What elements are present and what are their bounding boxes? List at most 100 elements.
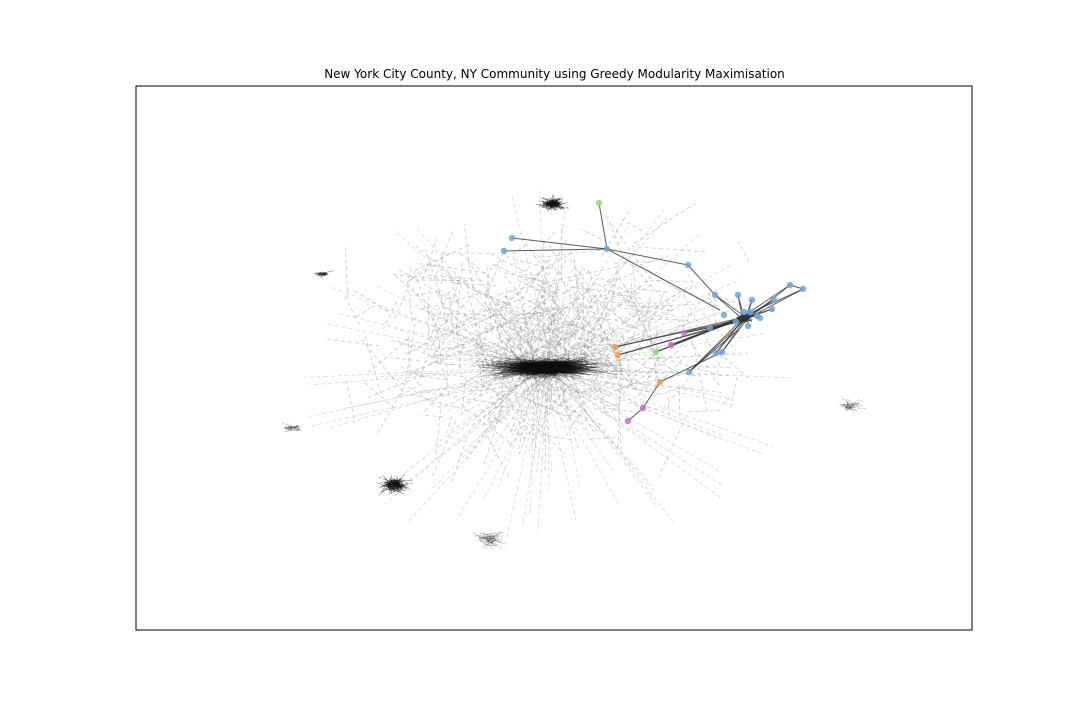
- main-cluster-edge: [500, 369, 551, 377]
- main-cluster-edge: [537, 363, 558, 371]
- background-edge: [423, 387, 447, 413]
- main-cluster-edge: [549, 362, 558, 371]
- background-edge: [539, 318, 596, 359]
- background-edge: [523, 326, 534, 360]
- main-cluster-edge: [503, 368, 533, 375]
- main-cluster-edge: [519, 359, 575, 369]
- background-edge: [647, 320, 660, 390]
- main-cluster-edge: [484, 359, 529, 369]
- main-cluster-edge: [520, 367, 561, 369]
- background-edge: [638, 288, 667, 347]
- main-cluster-edge: [523, 366, 574, 373]
- background-edge: [568, 325, 630, 348]
- main-cluster-edge: [490, 366, 556, 380]
- background-edge: [346, 380, 356, 423]
- main-cluster-edge: [554, 371, 575, 375]
- background-edge: [497, 323, 562, 348]
- background-edge: [531, 294, 578, 346]
- background-edge: [546, 304, 558, 370]
- background-edge: [606, 355, 625, 394]
- main-cluster-edge: [526, 365, 565, 380]
- background-edge: [376, 285, 544, 370]
- main-cluster-edge: [526, 362, 564, 374]
- background-edge: [489, 269, 545, 319]
- main-cluster-edge: [486, 364, 539, 371]
- background-edge: [356, 306, 372, 318]
- main-cluster-edge: [521, 361, 542, 372]
- background-edge: [466, 393, 483, 406]
- main-cluster-edge: [522, 361, 538, 370]
- background-edge: [632, 262, 638, 316]
- main-cluster-edge: [559, 367, 575, 371]
- south-cluster-edge: [488, 532, 494, 536]
- main-cluster-edge: [548, 367, 562, 384]
- main-cluster-edge: [518, 366, 548, 370]
- background-edge: [309, 363, 552, 417]
- background-edge: [548, 368, 722, 436]
- background-edge: [541, 368, 723, 486]
- background-edge: [641, 303, 700, 308]
- main-cluster-edge: [526, 364, 573, 369]
- background-edge: [387, 373, 442, 409]
- background-edge: [609, 272, 635, 283]
- main-cluster-edge: [501, 367, 556, 370]
- south-cluster-edge: [488, 538, 494, 546]
- main-cluster-edge: [521, 369, 594, 371]
- main-cluster-edge: [583, 357, 586, 363]
- background-edge: [466, 399, 509, 460]
- background-edge: [503, 275, 524, 298]
- plot-frame: [135, 85, 973, 631]
- main-cluster-edge: [545, 370, 551, 376]
- main-cluster-edge: [544, 366, 579, 370]
- main-cluster-edge: [530, 363, 567, 373]
- main-cluster-edge: [544, 362, 577, 379]
- background-edge: [594, 282, 633, 303]
- main-cluster-edge: [548, 367, 565, 372]
- south-cluster-edge: [472, 532, 490, 543]
- background-edge: [506, 427, 528, 448]
- community-node-blue: [711, 291, 719, 299]
- main-cluster-edge: [528, 367, 557, 373]
- main-cluster-edge: [528, 369, 542, 376]
- background-edge: [605, 212, 628, 265]
- background-edge: [619, 304, 664, 310]
- far-west-cluster-edge: [289, 426, 297, 430]
- main-cluster-edge: [510, 364, 531, 369]
- community-node-purple: [624, 417, 632, 425]
- main-cluster-edge: [525, 367, 541, 372]
- background-edge: [632, 318, 696, 356]
- main-cluster-edge: [532, 360, 574, 367]
- background-edge: [469, 323, 489, 354]
- east-cluster-edge: [845, 404, 850, 407]
- main-cluster-edge: [513, 366, 555, 370]
- main-cluster-edge: [543, 362, 545, 369]
- main-cluster-edge: [489, 363, 544, 369]
- main-cluster-edge: [545, 362, 571, 371]
- south-cluster-edge: [486, 534, 490, 543]
- main-cluster-edge: [534, 365, 548, 368]
- background-edge: [440, 325, 530, 370]
- main-cluster-edge: [501, 367, 507, 370]
- main-cluster-edge: [543, 368, 575, 371]
- main-cluster-edge: [532, 362, 543, 365]
- main-cluster-edge: [526, 369, 568, 372]
- main-cluster-edge: [535, 355, 557, 368]
- background-edge: [708, 292, 717, 324]
- background-edge: [535, 312, 556, 352]
- main-cluster-edge: [529, 367, 552, 369]
- main-cluster-edge: [554, 358, 571, 371]
- background-edge: [448, 347, 467, 349]
- background-edge: [304, 366, 538, 378]
- community-node-blue: [500, 247, 508, 255]
- background-edge: [587, 392, 618, 407]
- background-edge: [537, 319, 541, 341]
- background-edge: [580, 228, 602, 240]
- background-edge: [427, 289, 430, 341]
- main-cluster-edge: [529, 368, 570, 375]
- background-edge: [548, 244, 559, 261]
- main-cluster-edge: [562, 365, 566, 374]
- main-cluster-edge: [530, 363, 543, 373]
- community-edge: [598, 202, 608, 250]
- main-cluster-edge: [567, 368, 586, 376]
- background-edge: [539, 339, 597, 369]
